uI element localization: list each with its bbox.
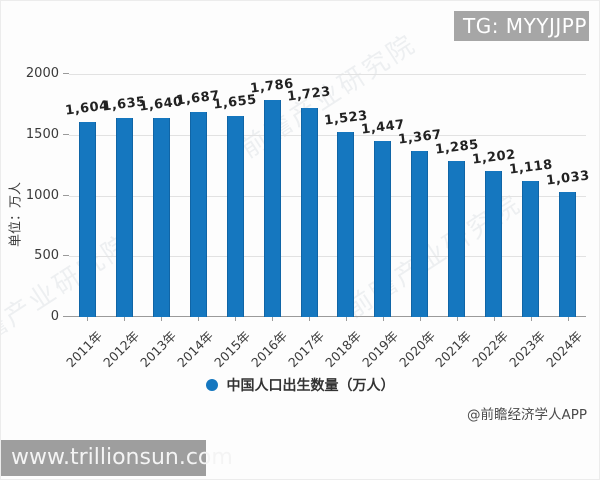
bar (559, 191, 577, 317)
y-tick-label: 2000 (25, 66, 59, 81)
y-tick (63, 316, 69, 317)
x-tick (567, 317, 569, 321)
y-tick-label: 500 (34, 248, 59, 264)
site-url-badge: www.trillionsun.com (1, 440, 233, 476)
bar (411, 150, 429, 317)
bar (374, 141, 392, 317)
x-tick (198, 317, 200, 321)
x-tick (161, 317, 163, 321)
bar (337, 131, 355, 317)
x-tick-label: 2018年 (321, 328, 364, 371)
x-tick-label: 2023年 (506, 328, 549, 371)
legend: 中国人口出生数量（万人） (1, 375, 599, 395)
x-tick-label: 2013年 (137, 328, 180, 371)
x-tick-label: 2021年 (432, 328, 475, 371)
bar (263, 100, 281, 317)
x-tick-label: 2019年 (358, 328, 401, 371)
x-tick (530, 317, 532, 321)
x-tick (382, 317, 384, 321)
x-tick-label: 2014年 (174, 328, 216, 371)
x-tick-label: 2015年 (210, 328, 253, 371)
bar (485, 170, 503, 317)
y-tick (63, 73, 69, 74)
tg-badge: TG: MYYJJPP (454, 11, 589, 41)
x-tick (309, 317, 311, 321)
plot-area: 0 500 1000 1500 2000 1,604 2011年 1,635 2012年 1,64… (26, 66, 590, 370)
y-tick (63, 194, 69, 196)
y-tick-label: 1500 (25, 126, 59, 142)
bar (522, 181, 540, 317)
x-tick (345, 317, 347, 321)
x-tick (419, 317, 421, 321)
x-tick (87, 317, 89, 321)
bar (300, 107, 318, 317)
gridline (69, 134, 586, 136)
y-tick (63, 255, 69, 257)
x-tick (124, 317, 126, 321)
legend-marker-icon (205, 379, 218, 391)
x-tick (493, 317, 495, 321)
x-tick (272, 317, 274, 321)
x-tick-label: 2022年 (469, 328, 512, 371)
bar (448, 160, 466, 317)
source-credit: @前瞻经济学人APP (466, 407, 587, 423)
bar (226, 115, 244, 317)
gridline (69, 195, 586, 197)
bar (78, 122, 96, 317)
x-axis-line (63, 316, 586, 317)
bar (189, 112, 207, 317)
x-tick-label: 2016年 (247, 328, 290, 371)
x-tick-label: 2020年 (395, 328, 438, 371)
x-tick (456, 317, 458, 321)
x-tick-label: 2024年 (543, 328, 586, 371)
y-tick (63, 133, 69, 135)
bar (152, 117, 170, 317)
bar (115, 118, 133, 317)
x-tick (235, 317, 237, 321)
y-tick-label: 1000 (25, 187, 59, 203)
x-tick-label: 2011年 (63, 328, 106, 371)
x-tick-label: 2017年 (284, 328, 327, 371)
y-axis-title: 单位：万人 (8, 182, 24, 248)
y-tick-label: 0 (50, 309, 59, 324)
gridline (69, 74, 586, 75)
legend-label: 中国人口出生数量（万人） (226, 378, 395, 394)
x-tick-label: 2012年 (100, 328, 143, 371)
gridline (69, 256, 586, 258)
